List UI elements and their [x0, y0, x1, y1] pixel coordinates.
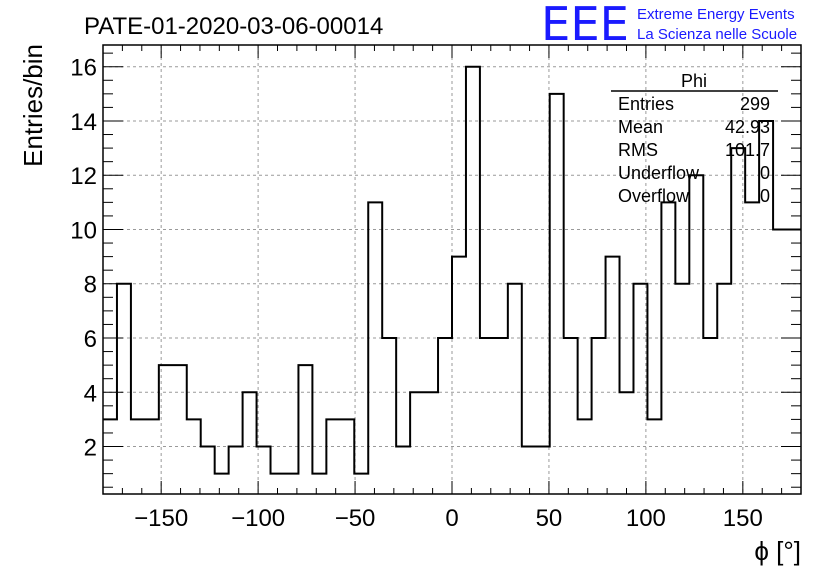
histogram-bin [173, 365, 187, 494]
histogram-bars [103, 65, 801, 494]
histogram-bin [773, 229, 787, 494]
histogram-bin [396, 447, 410, 494]
histogram-bin [229, 447, 243, 494]
histogram-bin [675, 284, 689, 494]
stats-label: Mean [618, 117, 663, 137]
x-tick-label: −100 [231, 505, 285, 532]
histogram-bin [466, 67, 480, 494]
stats-value: 0 [760, 186, 770, 206]
histogram-bin [354, 474, 368, 494]
x-axis-label: ϕ [°] [754, 536, 801, 566]
histogram-bin [326, 419, 340, 494]
histogram-bin [550, 94, 564, 494]
eee-logo: EEE Extreme Energy Events La Scienza nel… [541, 0, 797, 51]
histogram-bin [368, 202, 382, 494]
histogram-bin [480, 338, 494, 494]
histogram-bin [536, 447, 550, 494]
histogram-bin [410, 392, 424, 494]
histogram-bin [103, 419, 117, 494]
stats-value: 0 [760, 163, 770, 183]
y-tick-labels: 2 4 6 8 10 12 14 16 [70, 55, 97, 462]
x-tick-label: −50 [335, 505, 376, 532]
x-tick-label: 50 [536, 505, 563, 532]
histogram-bin [633, 284, 647, 494]
stats-value: 299 [740, 94, 770, 114]
x-tick-labels: −150 −100 −50 0 50 100 150 [134, 505, 763, 532]
histogram-bin [312, 474, 326, 494]
y-tick-label: 12 [70, 163, 97, 190]
histogram-bin [703, 338, 717, 494]
histogram-bin [145, 419, 159, 494]
histogram-bin [215, 474, 229, 494]
histogram-bin [494, 338, 508, 494]
histogram-bin [298, 365, 312, 494]
histogram-bin [661, 202, 675, 494]
stats-label: RMS [618, 140, 658, 160]
histogram-bin [745, 202, 759, 494]
stats-label: Underflow [618, 163, 700, 183]
y-tick-label: 16 [70, 55, 97, 82]
y-tick-label: 14 [70, 109, 97, 136]
y-axis-label: Entries/bin [18, 44, 48, 167]
y-tick-label: 10 [70, 217, 97, 244]
histogram-bin [424, 392, 438, 494]
histogram-bin [284, 474, 298, 494]
histogram-bin [452, 257, 466, 494]
y-tick-label: 6 [84, 326, 97, 353]
stats-value: 101.7 [725, 140, 770, 160]
histogram-bin [438, 338, 452, 494]
axis-ticks [102, 45, 802, 494]
stats-box: Phi Entries 299 Mean 42.93 RMS 101.7 Und… [611, 71, 778, 206]
histogram-bin [201, 447, 215, 494]
histogram-bin [117, 284, 131, 494]
x-tick-label: −150 [134, 505, 188, 532]
histogram-bin [257, 447, 271, 494]
histogram-bin [578, 419, 592, 494]
stats-title: Phi [681, 71, 707, 91]
histogram-bin [717, 284, 731, 494]
logo-mark: EEE [541, 0, 629, 51]
histogram-bin [620, 392, 634, 494]
logo-line-1: Extreme Energy Events [637, 6, 795, 23]
histogram-bin [131, 419, 145, 494]
histogram-bin [647, 419, 661, 494]
x-tick-label: 150 [723, 505, 763, 532]
histogram-bin [787, 229, 801, 494]
stats-label: Overflow [618, 186, 690, 206]
stats-value: 42.93 [725, 117, 770, 137]
y-tick-label: 2 [84, 435, 97, 462]
y-tick-label: 8 [84, 272, 97, 299]
histogram-bin [340, 419, 354, 494]
histogram-bin [382, 338, 396, 494]
histogram-bin [606, 257, 620, 494]
histogram-bin [187, 419, 201, 494]
stats-label: Entries [618, 94, 674, 114]
histogram-bin [508, 284, 522, 494]
histogram-bin [522, 447, 536, 494]
chart-title: PATE-01-2020-03-06-00014 [84, 13, 383, 40]
y-tick-label: 4 [84, 380, 97, 407]
histogram-bin [243, 392, 257, 494]
logo-line-2: La Scienza nelle Scuole [637, 26, 797, 43]
x-tick-label: 100 [626, 505, 666, 532]
histogram-bin [592, 338, 606, 494]
histogram-bin [564, 338, 578, 494]
histogram-outline [103, 65, 801, 475]
x-tick-label: 0 [445, 505, 458, 532]
